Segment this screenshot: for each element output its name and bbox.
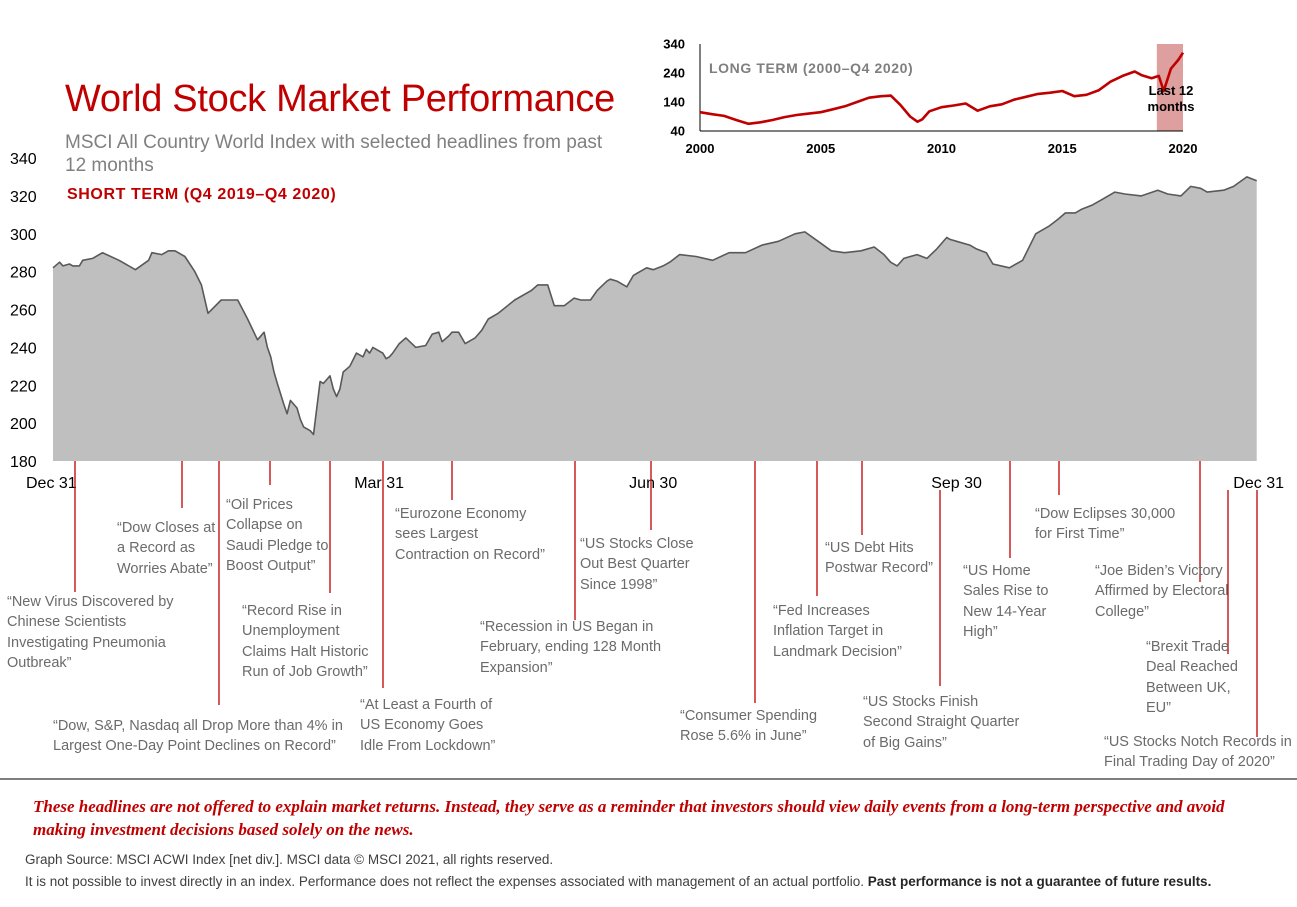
y-tick-label: 220	[10, 378, 37, 395]
headline-brexit: “Brexit Trade Deal Reached Between UK, E…	[1146, 639, 1238, 717]
y-tick-label: 340	[10, 151, 37, 168]
y-tick-label: 180	[10, 454, 37, 471]
y-tick-label: 200	[10, 416, 37, 433]
headline-oil-prices: “Oil Prices Collapse on Saudi Pledge to …	[226, 497, 329, 575]
headline-best-quarter: “US Stocks Close Out Best Quarter Since …	[580, 536, 694, 593]
headline-fed-inflation: “Fed Increases Inflation Target in Landm…	[773, 603, 902, 660]
headline-eurozone: “Eurozone Economy sees Largest Contracti…	[395, 506, 545, 563]
y-tick-label: 300	[10, 227, 37, 244]
long-term-line	[699, 51, 1185, 126]
headline-dow-30000: “Dow Eclipses 30,000 for First Time”	[1035, 506, 1176, 543]
performance-note-text: It is not possible to invest directly in…	[25, 874, 864, 889]
headline-new-virus: “New Virus Discovered by Chinese Scienti…	[7, 594, 174, 672]
performance-note: It is not possible to invest directly in…	[25, 874, 1211, 889]
inset-x-tick-label: 2020	[1169, 141, 1198, 156]
x-tick-label: Sep 30	[931, 475, 982, 492]
headline-unemployment: “Record Rise in Unemployment Claims Halt…	[242, 603, 369, 681]
last-12-months-label: Last 12	[1149, 83, 1194, 98]
y-tick-label: 280	[10, 265, 37, 282]
long-term-title: LONG TERM (2000–Q4 2020)	[709, 60, 913, 76]
headline-final-day: “US Stocks Notch Records in Final Tradin…	[1104, 734, 1292, 771]
x-tick-label: Dec 31	[26, 475, 77, 492]
x-tick-label: Dec 31	[1233, 475, 1284, 492]
x-tick-label: Mar 31	[354, 475, 404, 492]
headline-consumer-spending: “Consumer Spending Rose 5.6% in June”	[680, 708, 818, 745]
inset-x-tick-label: 2000	[686, 141, 715, 156]
headline-lockdown: “At Least a Fourth of US Economy Goes Id…	[360, 697, 496, 754]
performance-note-bold: Past performance is not a guarantee of f…	[867, 874, 1212, 889]
inset-y-tick-label: 340	[663, 37, 685, 52]
inset-x-tick-label: 2010	[927, 141, 956, 156]
page-subtitle: MSCI All Country World Index with select…	[65, 132, 603, 176]
headline-us-debt: “US Debt Hits Postwar Record”	[825, 540, 933, 577]
inset-y-tick-label: 240	[663, 66, 685, 81]
inset-x-tick-label: 2005	[806, 141, 835, 156]
disclaimer: These headlines are not offered to expla…	[33, 797, 1225, 839]
headline-stocks-finish: “US Stocks Finish Second Straight Quarte…	[863, 694, 1020, 751]
y-tick-label: 240	[10, 340, 37, 357]
short-term-line	[52, 176, 1257, 436]
y-tick-label: 260	[10, 303, 37, 320]
headline-biden-victory: “Joe Biden’s Victory Affirmed by Elector…	[1095, 563, 1229, 620]
headline-dow-record: “Dow Closes at a Record as Worries Abate…	[117, 520, 216, 577]
headline-home-sales: “US Home Sales Rise to New 14-Year High”	[963, 563, 1049, 641]
inset-x-tick-label: 2015	[1048, 141, 1077, 156]
headline-recession: “Recession in US Began in February, endi…	[480, 619, 662, 676]
last-12-months-label: months	[1148, 99, 1195, 114]
short-term-label: SHORT TERM (Q4 2019–Q4 2020)	[67, 186, 337, 203]
divider	[0, 778, 1297, 780]
y-tick-label: 320	[10, 189, 37, 206]
source-note: Graph Source: MSCI ACWI Index [net div.]…	[25, 852, 554, 867]
short-term-area	[53, 176, 1257, 461]
x-tick-label: Jun 30	[629, 475, 677, 492]
inset-y-tick-label: 40	[671, 124, 685, 139]
page-title: World Stock Market Performance	[65, 78, 615, 120]
headline-dow-drop: “Dow, S&P, Nasdaq all Drop More than 4% …	[53, 718, 343, 755]
inset-y-tick-label: 140	[663, 95, 685, 110]
